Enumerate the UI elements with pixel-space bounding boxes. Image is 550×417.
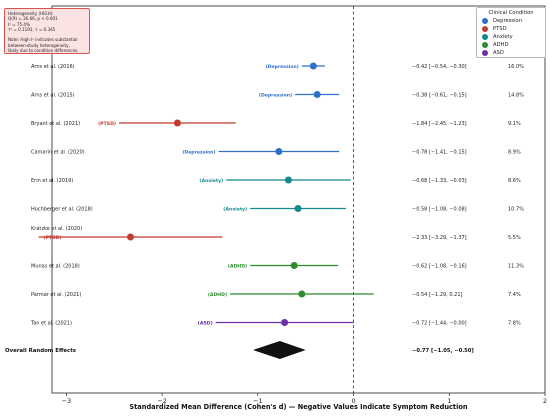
study-label: Parmar et al. (2021) — [31, 292, 81, 298]
legend-label: Depression — [493, 18, 522, 24]
study-label: Tan et al. (2021) — [30, 321, 72, 327]
effect-ci-text: −0.62 [−1.08, −0.16] — [412, 264, 467, 270]
legend-item: ADHD — [477, 41, 545, 49]
heterogeneity-line: I² = 75.4% — [8, 21, 30, 27]
point-estimate — [294, 205, 302, 212]
weight-text: 7.8% — [508, 321, 521, 327]
study-label: Kratzke et al. (2020) — [31, 226, 82, 232]
legend-item: Depression — [477, 17, 545, 25]
effect-ci-text: −0.58 [−1.08, −0.08] — [412, 207, 467, 213]
weight-text: 8.6% — [508, 178, 521, 184]
condition-tag: (Depression) — [266, 64, 299, 70]
condition-tag: (Anxiety) — [199, 178, 223, 184]
legend-marker — [482, 42, 488, 48]
study-label: Munas et al. (2018) — [31, 264, 80, 270]
overall-ci-text: −0.77 [−1.05, −0.50] — [412, 348, 474, 354]
study-label: Camarin et al. (2020) — [31, 150, 85, 156]
study-label: Arns et al. (2016) — [31, 64, 75, 70]
weight-text: 14.8% — [508, 93, 524, 99]
effect-ci-text: −0.78 [−1.41, −0.15] — [412, 150, 467, 156]
heterogeneity-box: Heterogeneity (HIGH): Q(9) = 36.66, p < 0… — [4, 8, 90, 54]
weight-text: 9.1% — [508, 121, 521, 127]
condition-tag: (Depression) — [182, 150, 215, 156]
weight-text: 7.4% — [508, 292, 521, 298]
weight-text: 16.0% — [508, 64, 524, 70]
point-estimate — [298, 290, 306, 298]
overall-label: Overall Random Effects — [5, 348, 76, 354]
legend-marker — [482, 18, 488, 24]
legend-item: PTSD — [477, 25, 545, 33]
condition-tag: (PTSD) — [44, 235, 62, 241]
point-estimate — [173, 119, 181, 127]
heterogeneity-line: Heterogeneity (HIGH): — [8, 11, 54, 16]
condition-tag: (ASD) — [198, 321, 213, 327]
legend-marker — [482, 26, 488, 32]
x-tick-label: −2 — [157, 397, 167, 405]
x-tick-label: −1 — [253, 397, 263, 405]
heterogeneity-line: τ² = 0.1191, τ = 0.345 — [8, 26, 56, 32]
heterogeneity-line: Note: High I² indicates substantial — [8, 37, 78, 43]
effect-ci-text: −2.33 [−3.29, −1.37] — [412, 235, 467, 241]
plot-frame — [51, 5, 546, 394]
point-estimate — [281, 319, 289, 326]
overall-diamond — [253, 341, 306, 359]
x-tick-label: 0 — [351, 397, 355, 405]
study-label: Hochberger et al. (2018) — [31, 207, 93, 213]
x-tick-label: −3 — [62, 397, 72, 405]
study-label: Bryant et al. (2021) — [31, 121, 80, 127]
point-estimate — [275, 148, 283, 155]
legend-label: Anxiety — [493, 34, 513, 40]
effect-ci-text: −0.38 [−0.61, −0.15] — [412, 93, 467, 99]
condition-tag: (PTSD) — [98, 121, 116, 127]
condition-tag: (Depression) — [259, 93, 292, 99]
effect-ci-text: −1.84 [−2.45, −1.23] — [412, 121, 467, 127]
weight-text: 11.3% — [508, 264, 524, 270]
legend-label: PTSD — [493, 26, 507, 32]
effect-ci-text: −0.68 [−1.33, −0.03] — [412, 178, 467, 184]
legend: Clinical Condition Depression PTSD Anxiety… — [476, 7, 546, 58]
legend-marker — [482, 50, 488, 56]
weight-text: 8.9% — [508, 150, 521, 156]
legend-label: ADHD — [493, 42, 509, 48]
effect-ci-text: −0.72 [−1.44, −0.00] — [412, 321, 467, 327]
weight-text: 5.5% — [508, 235, 521, 241]
study-label: Erin et al. (2019) — [31, 178, 73, 184]
point-estimate — [284, 176, 292, 184]
legend-marker — [482, 34, 488, 40]
effect-ci-text: −0.42 [−0.54, −0.30] — [412, 64, 467, 70]
point-estimate — [290, 262, 298, 269]
legend-label: ASD — [493, 50, 504, 56]
x-axis-label: Standardized Mean Difference (Cohen's d)… — [129, 403, 467, 411]
point-estimate — [313, 91, 321, 98]
weight-text: 10.7% — [508, 207, 524, 213]
heterogeneity-line: Q(9) = 36.66, p < 0.001 — [8, 16, 58, 22]
condition-tag: (ADHD) — [228, 264, 247, 270]
legend-title: Clinical Condition — [488, 10, 534, 16]
point-estimate — [309, 62, 317, 70]
effect-ci-text: −0.54 [−1.29, 0.21] — [412, 292, 462, 298]
condition-tag: (ADHD) — [208, 292, 227, 298]
condition-tag: (Anxiety) — [223, 207, 247, 213]
study-label: Arns et al. (2015) — [31, 93, 75, 99]
point-estimate — [126, 233, 134, 241]
x-tick-label: 1 — [447, 397, 451, 405]
x-tick-label: 2 — [543, 397, 547, 405]
legend-item: ASD — [477, 49, 545, 57]
heterogeneity-line: likely due to condition differences. — [8, 48, 79, 54]
legend-item: Anxiety — [477, 33, 545, 41]
heterogeneity-line: between-study heterogeneity, — [8, 42, 70, 48]
